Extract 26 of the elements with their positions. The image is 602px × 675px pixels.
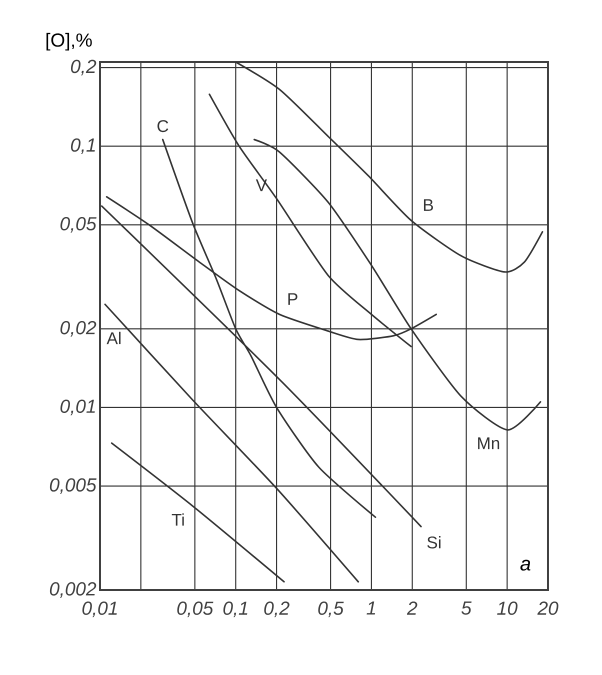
y-tick-label: 0,05 (60, 216, 97, 233)
y-tick-label: 0,02 (60, 320, 96, 337)
annotation: a (520, 560, 530, 571)
x-tick-label: 5 (461, 602, 472, 615)
y-tick-label: 0,002 (50, 582, 96, 598)
y-tick-label: 0,005 (50, 478, 97, 494)
series-label: Mn (478, 437, 500, 450)
series-label: P (288, 293, 298, 305)
x-tick-label: 20 (537, 601, 558, 615)
x-tick-label: 10 (497, 601, 518, 615)
x-tick-label: 2 (406, 601, 418, 615)
series-label: Ti (172, 513, 184, 526)
y-tick-label: 0,2 (70, 60, 96, 76)
series-label: B (424, 199, 433, 211)
series-label: Si (427, 536, 440, 548)
series-label: Al (106, 332, 121, 344)
y-tick-label: 0,01 (60, 400, 95, 416)
x-tick-label: 0,01 (82, 601, 117, 618)
x-tick-label: 0,1 (223, 601, 248, 618)
y-tick-label: 0,1 (70, 138, 95, 154)
x-tick-label: 0,2 (264, 601, 290, 618)
x-tick-label: 0,5 (318, 601, 344, 618)
x-tick-label: 0,05 (177, 601, 214, 618)
y-axis-title: [O],% (46, 32, 92, 51)
series-label: C (157, 120, 168, 132)
x-tick-label: 1 (366, 602, 376, 615)
